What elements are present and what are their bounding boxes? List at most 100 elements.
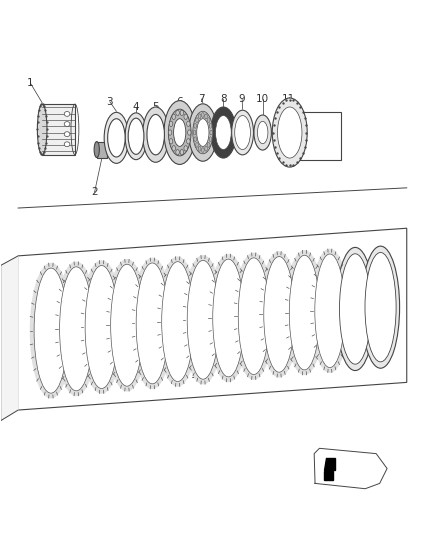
Ellipse shape (184, 146, 187, 151)
Ellipse shape (205, 147, 207, 151)
Ellipse shape (34, 268, 68, 393)
Ellipse shape (176, 110, 179, 116)
Ellipse shape (183, 255, 223, 384)
Polygon shape (18, 228, 407, 410)
Text: 10: 10 (256, 94, 269, 104)
Text: 7: 7 (198, 94, 205, 104)
Ellipse shape (208, 118, 210, 123)
Ellipse shape (258, 122, 268, 144)
Ellipse shape (170, 139, 173, 144)
Text: 13: 13 (57, 328, 71, 338)
Ellipse shape (290, 255, 320, 370)
Ellipse shape (365, 253, 396, 362)
Ellipse shape (164, 101, 195, 165)
Ellipse shape (157, 256, 198, 387)
Ellipse shape (55, 262, 97, 396)
Ellipse shape (336, 247, 374, 370)
Ellipse shape (94, 142, 99, 158)
Text: 1: 1 (27, 78, 34, 88)
Ellipse shape (194, 137, 197, 142)
Text: 4: 4 (133, 102, 139, 112)
Ellipse shape (235, 116, 251, 150)
Ellipse shape (180, 150, 184, 155)
Ellipse shape (315, 254, 345, 368)
Ellipse shape (108, 119, 125, 157)
Ellipse shape (361, 246, 399, 368)
Ellipse shape (37, 104, 47, 155)
Ellipse shape (128, 118, 144, 155)
Ellipse shape (285, 250, 324, 375)
Ellipse shape (196, 118, 198, 123)
FancyBboxPatch shape (42, 104, 75, 155)
Ellipse shape (193, 111, 213, 154)
Text: 2: 2 (91, 187, 98, 197)
Ellipse shape (254, 115, 272, 150)
Ellipse shape (209, 137, 212, 142)
Ellipse shape (64, 132, 70, 136)
Ellipse shape (339, 254, 371, 364)
Ellipse shape (180, 110, 184, 116)
Ellipse shape (64, 142, 70, 147)
Text: 6: 6 (177, 96, 183, 107)
Polygon shape (324, 458, 335, 470)
Ellipse shape (85, 265, 118, 389)
Polygon shape (324, 471, 332, 480)
Ellipse shape (264, 256, 294, 372)
Ellipse shape (187, 261, 219, 379)
Ellipse shape (143, 107, 169, 163)
Text: 9: 9 (239, 94, 245, 104)
Ellipse shape (176, 150, 179, 155)
Ellipse shape (194, 124, 197, 128)
Ellipse shape (208, 254, 248, 382)
Text: 12: 12 (35, 328, 49, 338)
Ellipse shape (189, 104, 217, 161)
Ellipse shape (168, 109, 191, 156)
Text: 3: 3 (106, 96, 113, 107)
Ellipse shape (208, 142, 210, 147)
Ellipse shape (173, 119, 186, 147)
Ellipse shape (172, 146, 176, 151)
Ellipse shape (210, 130, 212, 135)
Ellipse shape (234, 253, 274, 380)
Ellipse shape (147, 115, 164, 155)
Ellipse shape (125, 113, 147, 160)
Ellipse shape (201, 112, 204, 117)
Ellipse shape (198, 114, 201, 119)
Ellipse shape (205, 114, 207, 119)
Text: 15: 15 (352, 286, 365, 295)
Ellipse shape (238, 258, 269, 375)
Ellipse shape (170, 121, 173, 126)
Text: 5: 5 (152, 102, 159, 112)
Ellipse shape (201, 148, 204, 152)
Ellipse shape (111, 264, 143, 386)
Ellipse shape (106, 259, 148, 391)
Ellipse shape (162, 262, 194, 382)
Ellipse shape (193, 130, 196, 135)
Ellipse shape (272, 98, 307, 167)
Ellipse shape (311, 249, 349, 373)
Ellipse shape (187, 121, 190, 126)
Ellipse shape (184, 114, 187, 119)
Ellipse shape (232, 110, 254, 155)
Ellipse shape (196, 142, 198, 147)
Ellipse shape (64, 122, 70, 126)
Ellipse shape (211, 107, 236, 158)
Ellipse shape (172, 114, 176, 119)
Ellipse shape (132, 257, 173, 389)
Ellipse shape (215, 116, 231, 150)
Ellipse shape (104, 112, 129, 164)
Ellipse shape (30, 263, 72, 399)
Ellipse shape (136, 263, 169, 384)
Ellipse shape (198, 147, 201, 151)
Ellipse shape (209, 124, 212, 128)
Ellipse shape (197, 119, 209, 147)
Ellipse shape (187, 130, 191, 135)
Text: 16: 16 (191, 370, 204, 381)
Text: 8: 8 (220, 94, 227, 104)
FancyBboxPatch shape (97, 142, 107, 158)
Ellipse shape (259, 251, 299, 377)
Ellipse shape (168, 130, 172, 135)
Ellipse shape (64, 111, 70, 116)
Ellipse shape (213, 259, 244, 377)
Ellipse shape (60, 267, 93, 391)
